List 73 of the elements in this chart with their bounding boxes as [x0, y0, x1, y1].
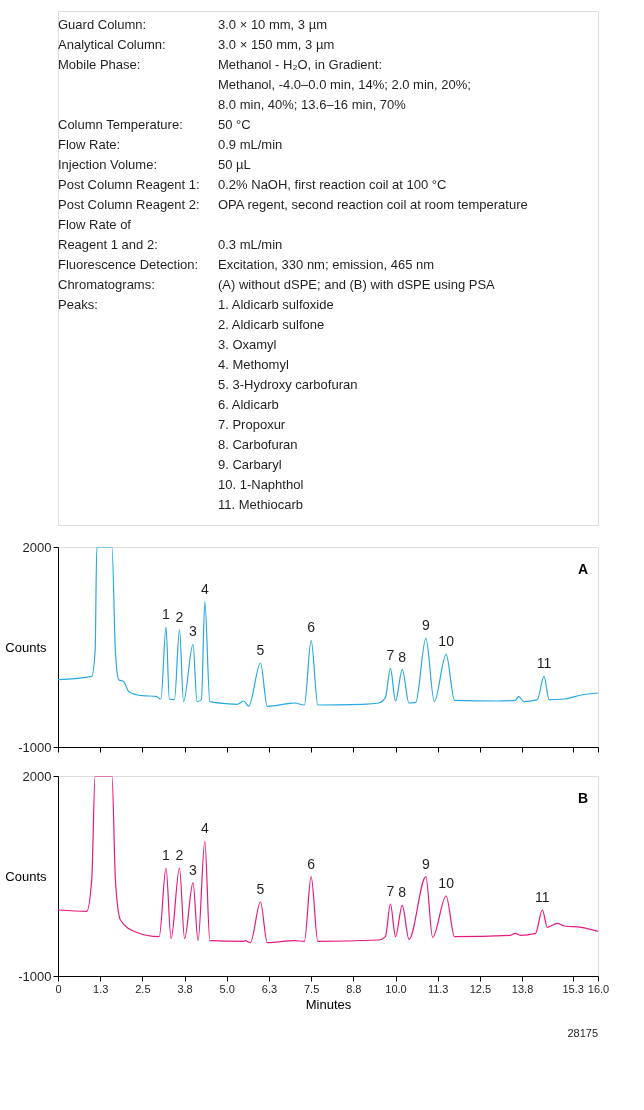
text: Methanol, -4.0–0.0 min, 14%; 2.0 min, 20%; [218, 77, 471, 92]
text: Flow Rate: 0.9 mL/min [58, 137, 283, 152]
x-tick-label: 8.8 [346, 982, 362, 995]
annotation: 10 [438, 875, 455, 891]
line-series [58, 547, 598, 707]
x-tick-label: 2.5 [135, 982, 151, 995]
text: Post Column Reagent 1: 0.2% NaOH, first reaction coil at 100 °C [58, 177, 447, 192]
x-tick-label: 1.3 [93, 982, 109, 995]
text: Mobile Phase: Methanol - H₂O, in Gradient: [58, 57, 383, 72]
annotation: 7 [386, 647, 395, 664]
x-tick-label: 7.5 [303, 982, 320, 995]
x-tick-label: 3.8 [177, 982, 193, 995]
text: 11. Methiocarb [218, 497, 304, 512]
annotation: 4 [200, 580, 209, 597]
annotation: 3 [189, 623, 198, 640]
y-tick-label: 2000 [22, 768, 52, 784]
annotation: 11 [536, 655, 552, 672]
annotation: 8 [398, 648, 407, 665]
text: Reagent 1 and 2: 0.3 mL/min [58, 237, 283, 252]
text: Peaks: 1. Aldicarb sulfoxide [58, 297, 334, 312]
text: 4. Methomyl [218, 357, 289, 372]
annotation: 7 [386, 883, 395, 899]
text: A [577, 561, 588, 577]
annotation: 1 [162, 847, 171, 863]
x-tick-label: 11.3 [427, 982, 449, 995]
annotation: 2 [175, 847, 184, 863]
annotation: 5 [256, 642, 265, 658]
text: Guard Column: 3.0 × 10 mm, 3 µm [58, 17, 328, 32]
y-tick-label: -1000 [18, 968, 52, 984]
text: 5. 3-Hydroxy carbofuran [218, 377, 358, 392]
annotation: 6 [307, 855, 316, 872]
x-axis-title: Minutes [305, 996, 352, 1012]
text: B [577, 790, 588, 806]
annotation: 2 [175, 608, 184, 625]
x-tick-label: 16.0 [587, 982, 610, 995]
text: Chromatograms: (A) without dSPE; and (B) with dSPE using PSA [58, 277, 495, 292]
x-tick-label: 15.3 [562, 982, 584, 995]
text: 7. Propoxur [218, 417, 286, 432]
y-tick-label: 2000 [22, 539, 52, 555]
text: Column Temperature: 50 °C [58, 117, 251, 132]
annotation: 10 [438, 633, 455, 650]
annotation: 8 [398, 884, 407, 901]
annotation: 6 [307, 619, 316, 636]
x-tick-label: 0 [55, 982, 62, 995]
annotation: 1 [162, 606, 171, 622]
x-tick-label: 12.5 [469, 982, 492, 995]
text: Post Column Reagent 2: OPA regent, second reaction coil at room temperature [58, 197, 528, 212]
annotation: 3 [189, 861, 198, 878]
text: Flow Rate of [58, 217, 132, 232]
y-tick-label: -1000 [18, 739, 52, 755]
text: Fluorescence Detection: Excitation, 330 nm; emission, 465 nm [58, 257, 435, 272]
text: 2. Aldicarb sulfone [218, 317, 325, 332]
text: 9. Carbaryl [218, 457, 282, 472]
x-tick-label: 5.0 [219, 982, 235, 995]
x-tick-label: 13.8 [511, 982, 534, 995]
text: Injection Volume: 50 µL [58, 157, 251, 172]
text: Analytical Column: 3.0 × 150 mm, 3 µm [58, 37, 335, 52]
annotation: 9 [421, 617, 430, 634]
text: 6. Aldicarb [218, 397, 279, 412]
annotation: 5 [256, 881, 265, 897]
y-axis-title: Counts [5, 639, 47, 655]
annotation: 9 [421, 855, 430, 872]
annotation: 11 [535, 889, 550, 905]
text: 3. Oxamyl [218, 337, 277, 352]
y-axis-title: Counts [5, 868, 47, 884]
x-tick-label: 10.0 [385, 982, 407, 995]
text: 28175 [567, 1027, 598, 1039]
text: 10. 1-Naphthol [218, 477, 304, 492]
text: 8. Carbofuran [218, 437, 298, 452]
annotation: 4 [200, 820, 209, 837]
line-series [58, 776, 598, 944]
x-tick-label: 6.3 [261, 982, 278, 995]
text: 8.0 min, 40%; 13.6–16 min, 70% [218, 97, 407, 112]
